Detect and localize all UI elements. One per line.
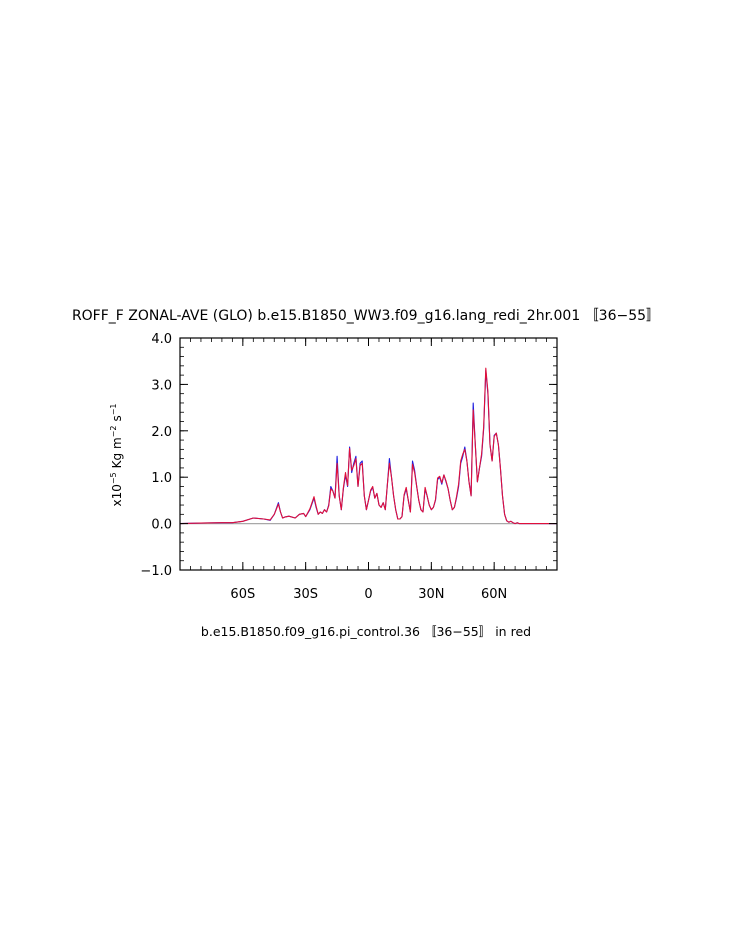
y-tick-label: −1.0: [140, 564, 172, 579]
y-axis-label-seconds: s: [110, 415, 124, 421]
plot-frame: [179, 337, 558, 571]
chart-caption: b.e15.B1850.f09_g16.pi_control.36 〚36−55…: [201, 624, 531, 639]
x-tick-label: 0: [364, 587, 372, 602]
y-tick-label: 1.0: [151, 471, 172, 486]
x-tick-label: 60S: [230, 587, 255, 602]
y-axis-label-exponent: −5: [109, 472, 118, 484]
x-tick-label: 60N: [481, 587, 507, 602]
series-line-red: [179, 367, 557, 525]
y-tick-label: 3.0: [151, 378, 172, 393]
y-axis-label: x10−5 Kg m−2 s−1: [109, 403, 124, 506]
x-tick-label: 30S: [293, 587, 318, 602]
y-tick-label: 2.0: [151, 425, 172, 440]
y-axis-label-units: Kg m: [110, 437, 124, 468]
chart-title: ROFF_F ZONAL-AVE (GLO) b.e15.B1850_WW3.f…: [72, 308, 660, 324]
y-tick-label: 4.0: [151, 332, 172, 347]
y-tick-label: 0.0: [151, 518, 172, 533]
y-axis-label-seconds-exponent: −1: [109, 403, 118, 415]
y-axis-label-prefix: x10: [110, 484, 124, 506]
x-tick-label: 30N: [418, 587, 444, 602]
y-axis-label-units-exponent: −2: [109, 426, 118, 438]
